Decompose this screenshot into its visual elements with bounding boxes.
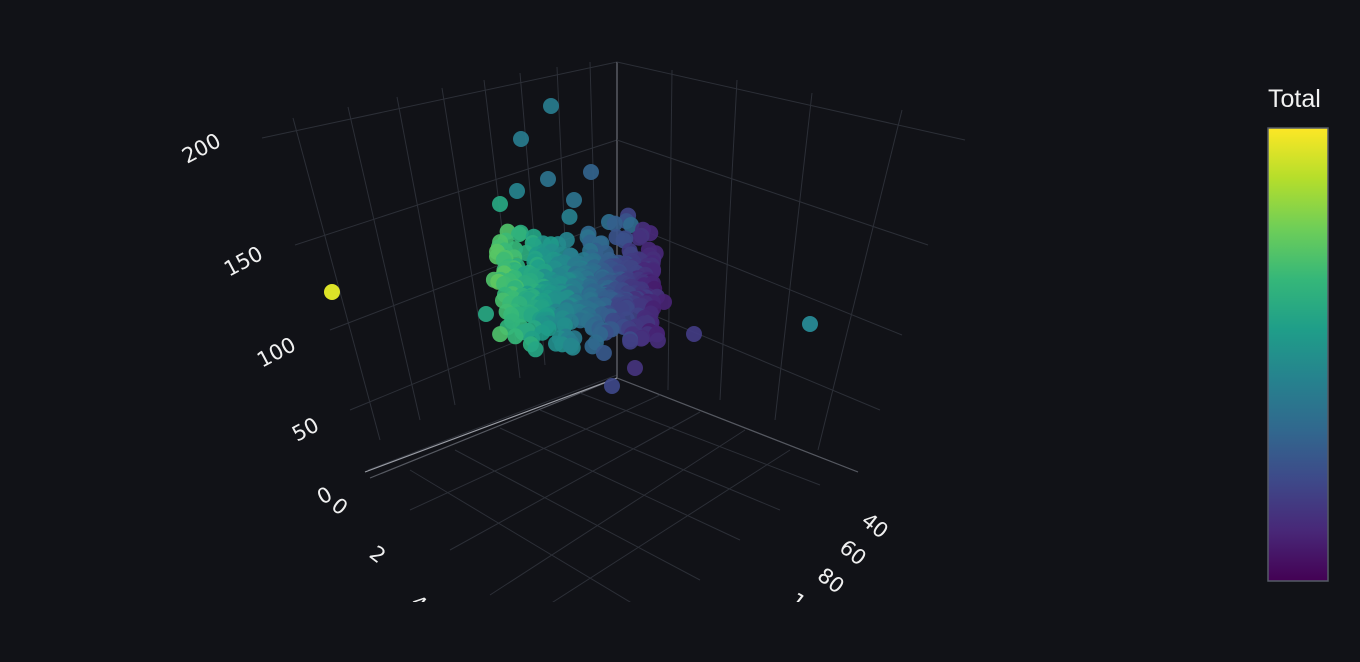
data-point [528,341,544,357]
colorbar: Total [1268,85,1328,581]
data-point [562,209,578,225]
data-point [543,98,559,114]
grid-line [262,62,617,138]
data-point [492,196,508,212]
right-axis-tick-label: 80 [813,563,849,598]
outlier-point [324,284,340,300]
data-point [604,378,620,394]
grid-line [668,70,672,390]
axis-line [365,378,617,472]
grid-line [720,80,737,400]
data-point [583,164,599,180]
data-point [627,360,643,376]
data-point [596,345,612,361]
right-axis-tick-label: 40 [857,508,893,543]
grid-line [580,393,820,485]
data-point [686,326,702,342]
colorbar-gradient [1268,128,1328,581]
grid-lines [262,62,965,620]
left-axis-tick-label: 2 [365,541,390,568]
grid-line [368,375,617,470]
grid-line [348,107,420,420]
grid-line [525,450,790,620]
right-axis-tick-label: 60 [835,535,871,570]
data-point [513,131,529,147]
vertical-axis-tick-label: 50 [288,413,323,447]
vertical-axis-tick-label: 150 [220,241,267,281]
grid-line [540,410,780,510]
vertical-axis-tick-label: 200 [178,128,225,168]
data-point [565,340,581,356]
data-point [507,328,523,344]
left-axis-tick-label: 4 [406,590,431,617]
axis-line [617,378,858,472]
data-point [566,192,582,208]
grid-line [450,412,700,550]
grid-line [500,428,740,540]
data-point [492,326,508,342]
grid-line [455,450,700,580]
data-point [478,306,494,322]
grid-line [617,62,965,140]
grid-line [442,88,490,390]
grid-line [293,118,380,440]
grid-line [818,110,902,450]
data-points [324,98,818,394]
grid-line [490,430,745,595]
grid-line [775,93,812,420]
right-axis-tick-label: 100 [785,588,831,632]
data-point [607,216,623,232]
vertical-axis-tick-label: 100 [253,332,300,372]
grid-line [295,140,617,245]
data-point [540,171,556,187]
axis-line [370,378,617,478]
outlier-point [802,316,818,332]
data-point [509,183,525,199]
data-point [650,333,666,349]
colorbar-title: Total [1268,85,1321,113]
data-point [622,334,638,350]
